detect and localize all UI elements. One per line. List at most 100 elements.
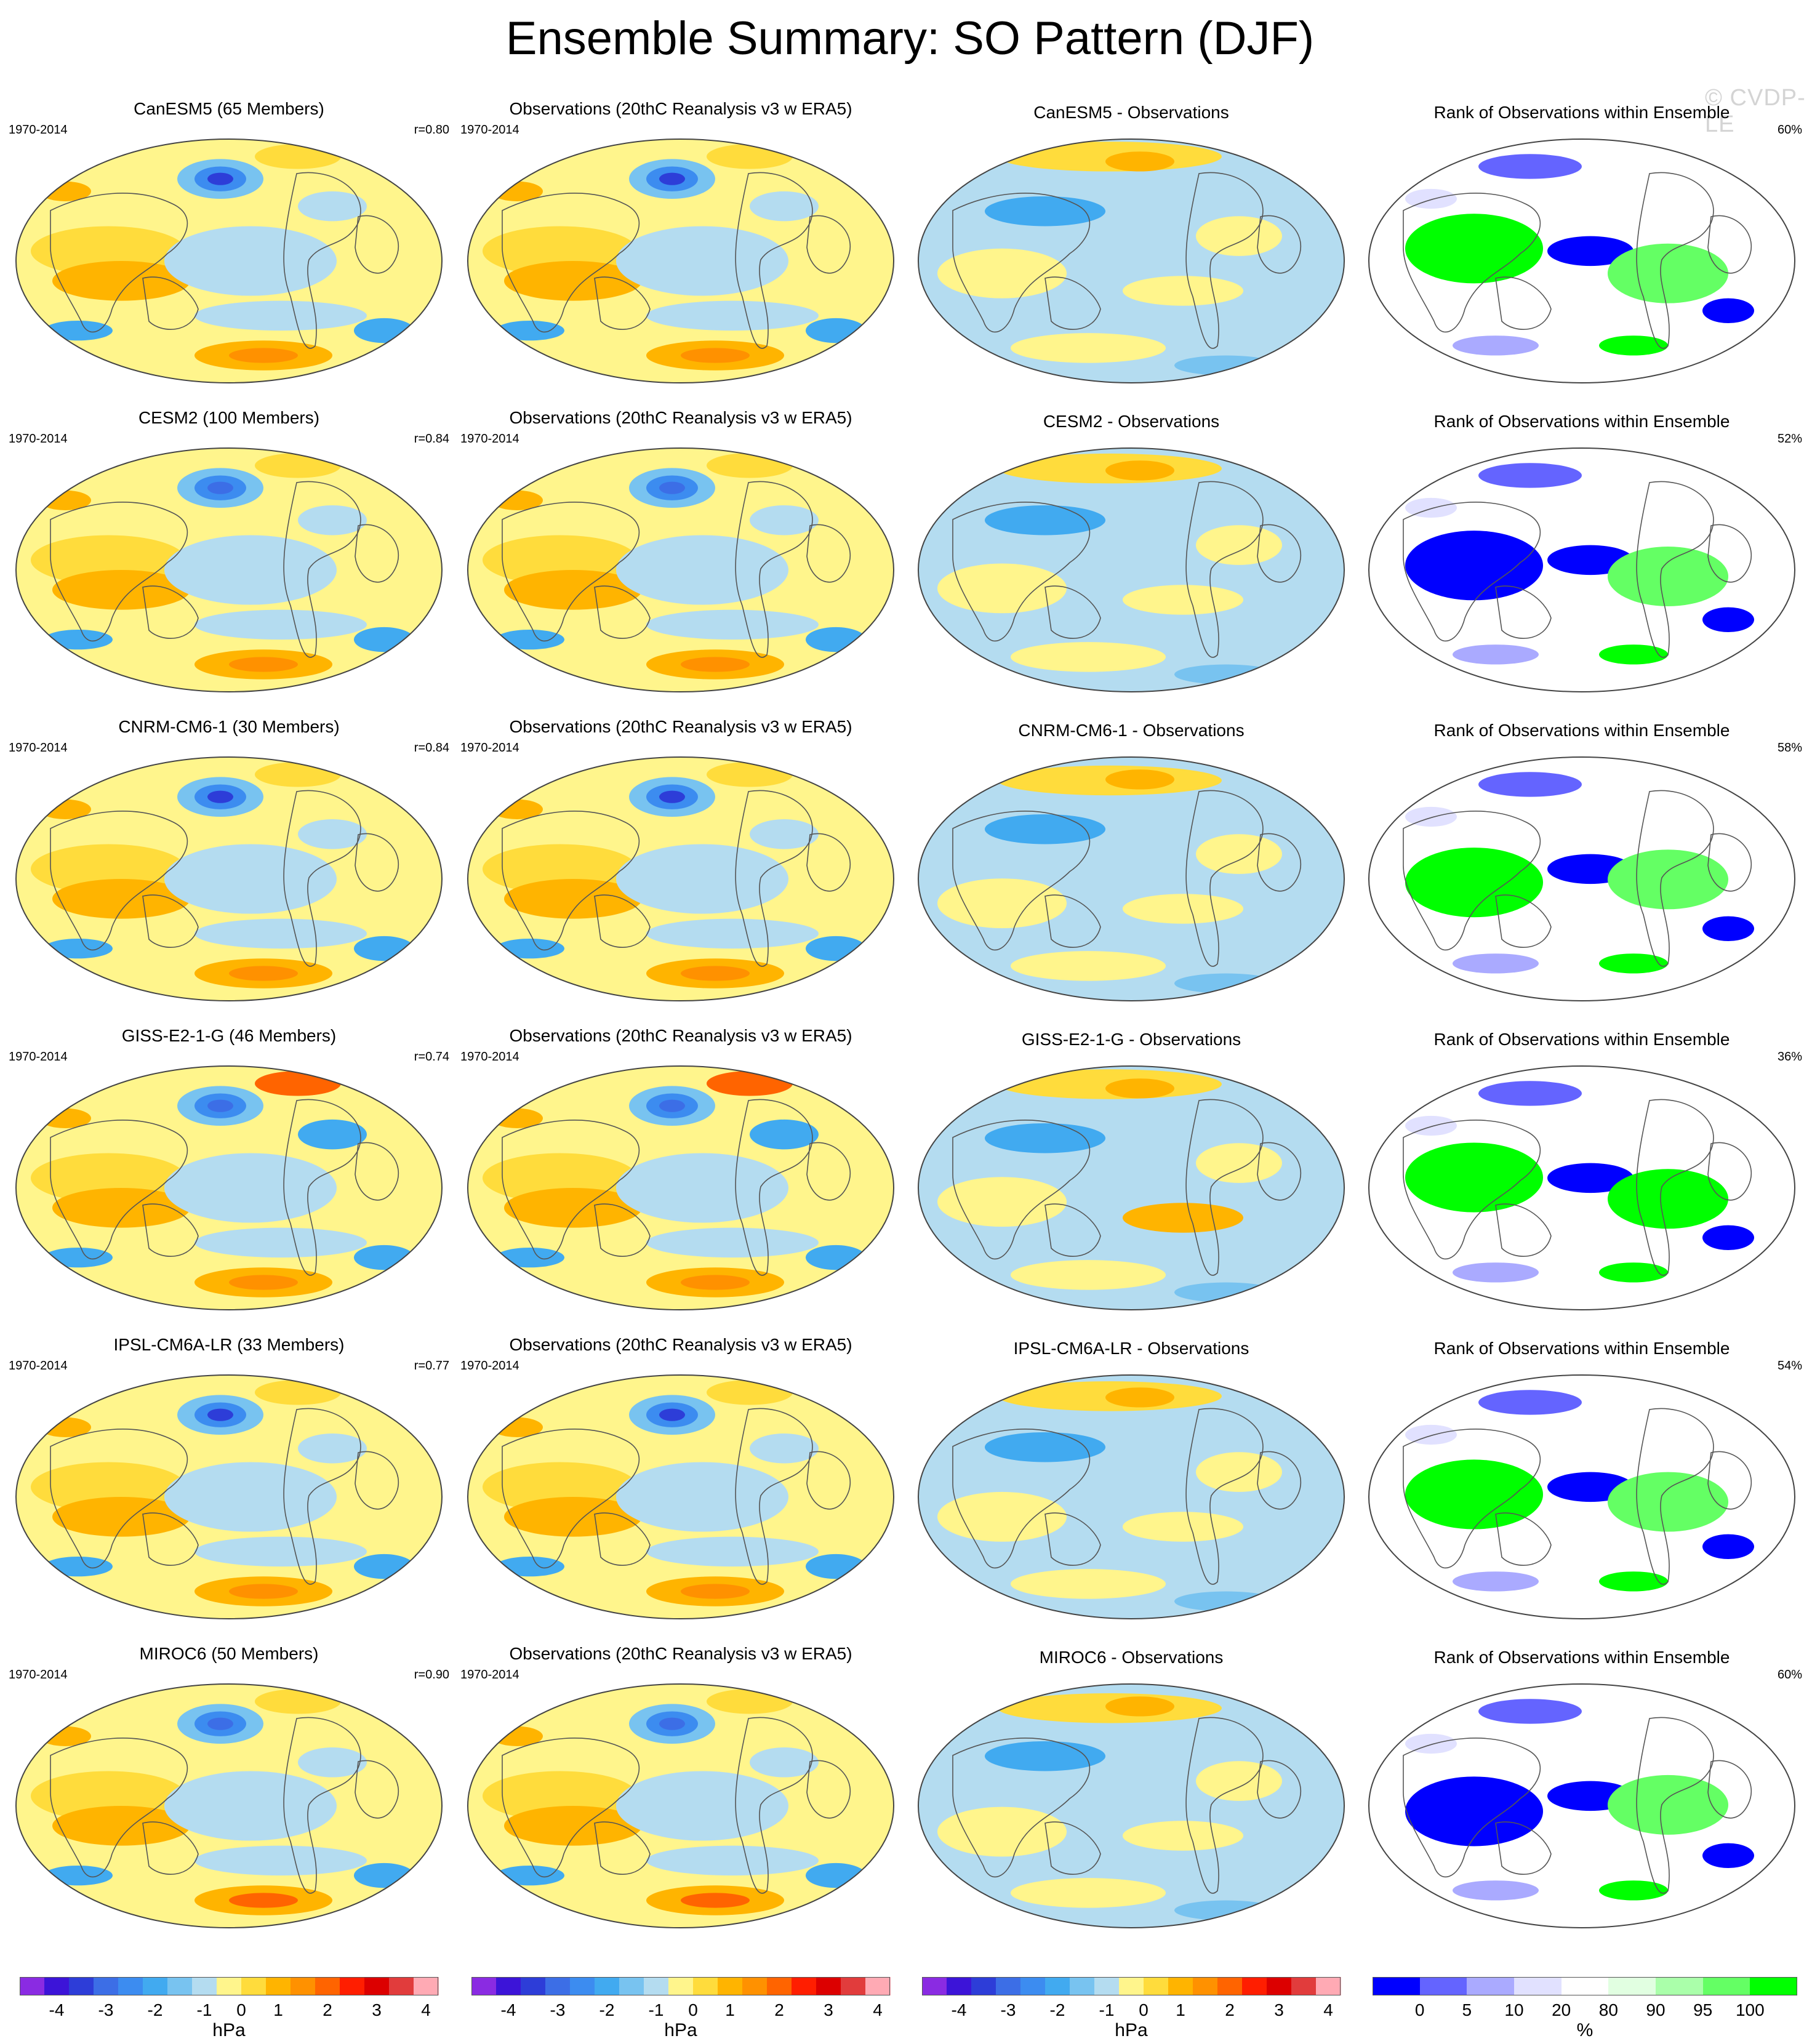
correlation-label: r=0.84 [414, 432, 449, 446]
panel-title: Rank of Observations within Ensemble [1433, 721, 1730, 740]
colorbar-tick-label: 80 [1598, 2000, 1618, 2019]
globe-map [1368, 1065, 1795, 1310]
colorbar-tick-label: -3 [550, 2000, 566, 2019]
colorbar-tick-label: 4 [1323, 2000, 1333, 2019]
colorbar-unit: % [1576, 2020, 1594, 2040]
map-panel-rank: Rank of Observations within Ensemble 60% [1366, 1643, 1802, 1933]
panel-title: Observations (20thC Reanalysis v3 w ERA5… [509, 408, 852, 427]
map-panel-rank: Rank of Observations within Ensemble 52% [1366, 407, 1802, 697]
percent-label: 58% [1777, 741, 1802, 755]
globe-map [918, 1374, 1345, 1619]
colorbar-segment [1514, 1977, 1562, 1995]
colorbar-segment [291, 1977, 316, 1995]
colorbar-segment [996, 1977, 1021, 1995]
colorbar-segment [1045, 1977, 1070, 1995]
globe-map [467, 1065, 894, 1310]
panel-title: CESM2 - Observations [1043, 412, 1220, 431]
colorbar-segment [521, 1977, 546, 1995]
globe-map [1368, 138, 1795, 383]
colorbar-segment [1119, 1977, 1144, 1995]
globe-map [15, 447, 443, 692]
colorbar-segment [192, 1977, 217, 1995]
panel-title: GISS-E2-1-G - Observations [1021, 1030, 1241, 1049]
colorbar-tick-label: -4 [500, 2000, 516, 2019]
colorbar-segment [1561, 1977, 1609, 1995]
watermark: © CVDP-LE [1705, 85, 1806, 137]
colorbar-segment [340, 1977, 365, 1995]
colorbar-segment [792, 1977, 817, 1995]
panel-title: CanESM5 - Observations [1033, 103, 1229, 122]
colorbar-segment [20, 1977, 45, 1995]
map-panel-rank: Rank of Observations within Ensemble 60% [1366, 98, 1802, 388]
map-panel-diff: CanESM5 - Observations [916, 98, 1347, 388]
colorbar-segment [241, 1977, 267, 1995]
colorbar-segment [841, 1977, 866, 1995]
map-panel-diff: CNRM-CM6-1 - Observations [916, 716, 1347, 1006]
colorbar-segment [922, 1977, 947, 1995]
colorbar-segment [414, 1977, 439, 1995]
globe-map [1368, 756, 1795, 1001]
colorbar-segment [1291, 1977, 1317, 1995]
colorbar-tick-label: -1 [196, 2000, 212, 2019]
map-panel-obs: Observations (20thC Reanalysis v3 w ERA5… [460, 407, 896, 697]
panel-title: Rank of Observations within Ensemble [1433, 1648, 1730, 1667]
colorbar-tick-label: 0 [688, 2000, 698, 2019]
percent-label: 60% [1777, 1668, 1802, 1682]
map-panel-model: MIROC6 (50 Members) 1970-2014 r=0.90 [9, 1643, 449, 1933]
colorbar-tick-label: -2 [599, 2000, 615, 2019]
colorbar-tick-label: 0 [1139, 2000, 1149, 2019]
colorbar-tick-label: 1 [725, 2000, 735, 2019]
panel-title: Rank of Observations within Ensemble [1433, 1030, 1730, 1049]
colorbar-tick-label: 3 [824, 2000, 833, 2019]
colorbar-segment [693, 1977, 718, 1995]
colorbar-tick-label: 2 [1225, 2000, 1235, 2019]
colorbar-tick-label: -1 [1099, 2000, 1115, 2019]
colorbar-tick-label: -2 [1049, 2000, 1065, 2019]
colorbar-segment [1750, 1977, 1798, 1995]
period-label: 1970-2014 [460, 1359, 519, 1373]
globe-map [15, 756, 443, 1001]
period-label: 1970-2014 [9, 741, 68, 755]
period-label: 1970-2014 [460, 1668, 519, 1682]
globe-map [1368, 1374, 1795, 1619]
colorbar-segment [217, 1977, 242, 1995]
colorbar-segment [69, 1977, 94, 1995]
map-panel-model: CNRM-CM6-1 (30 Members) 1970-2014 r=0.84 [9, 716, 449, 1006]
map-panel-diff: IPSL-CM6A-LR - Observations [916, 1334, 1347, 1624]
panel-title: Rank of Observations within Ensemble [1433, 412, 1730, 431]
globe-map [467, 138, 894, 383]
colorbar-segment [44, 1977, 70, 1995]
colorbar-segment [471, 1977, 497, 1995]
colorbar-segment [742, 1977, 768, 1995]
colorbar-segment [971, 1977, 996, 1995]
map-panel-rank: Rank of Observations within Ensemble 58% [1366, 716, 1802, 1006]
correlation-label: r=0.90 [414, 1668, 449, 1682]
percent-label: 52% [1777, 432, 1802, 446]
colorbar-unit: hPa [1115, 2020, 1148, 2040]
colorbar-segment [389, 1977, 414, 1995]
colorbar-segment [1267, 1977, 1292, 1995]
colorbar-segment [167, 1977, 193, 1995]
map-panel-diff: GISS-E2-1-G - Observations [916, 1025, 1347, 1315]
globe-map [15, 1065, 443, 1310]
percent-label: 54% [1777, 1359, 1802, 1373]
map-panel-obs: Observations (20thC Reanalysis v3 w ERA5… [460, 1334, 896, 1624]
colorbar-tick-label: 5 [1462, 2000, 1472, 2019]
panel-title: CanESM5 (65 Members) [134, 99, 324, 118]
colorbar-tick-label: 95 [1693, 2000, 1713, 2019]
colorbar-tick-label: 0 [1414, 2000, 1425, 2019]
colorbar-tick-label: 2 [774, 2000, 784, 2019]
figure-title: Ensemble Summary: SO Pattern (DJF) [505, 12, 1315, 65]
colorbar-segment [718, 1977, 743, 1995]
map-panel-obs: Observations (20thC Reanalysis v3 w ERA5… [460, 1643, 896, 1933]
colorbar-segment [1020, 1977, 1046, 1995]
colorbar-segment [118, 1977, 143, 1995]
colorbar-unit: hPa [664, 2020, 697, 2040]
colorbar-segment [1193, 1977, 1218, 1995]
period-label: 1970-2014 [9, 1668, 68, 1682]
colorbar [20, 1977, 439, 1995]
colorbar-tick-label: 10 [1504, 2000, 1524, 2019]
map-panel-rank: Rank of Observations within Ensemble 36% [1366, 1025, 1802, 1315]
colorbar-tick-label: 4 [421, 2000, 431, 2019]
colorbar-segment [1242, 1977, 1267, 1995]
